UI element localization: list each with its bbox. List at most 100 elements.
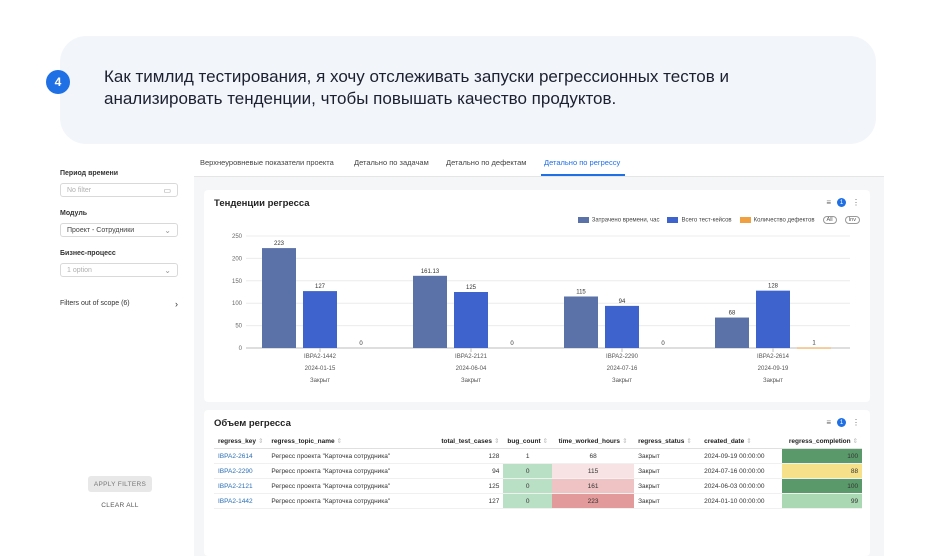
filter-count-badge: 1: [837, 418, 846, 427]
completion-cell: 100: [782, 478, 863, 494]
period-label: Период времени: [60, 170, 119, 177]
table-row: IBPA2-1442 Регресс проекта "Карточка сотр…: [214, 493, 863, 509]
x-status-label: Закрыт: [763, 378, 783, 384]
data-label: 223: [274, 241, 285, 247]
chart-tools: ≡ 1 ⋮: [826, 198, 860, 207]
col-header[interactable]: total_test_cases ⇕: [435, 434, 504, 449]
legend-item[interactable]: Затрачено времени, час: [577, 216, 660, 224]
created-cell: 2024-01-10 00:00:00: [700, 493, 783, 509]
legend-swatch: [739, 216, 751, 223]
data-label: 115: [576, 289, 586, 295]
out-of-scope-label: Filters out of scope (6): [60, 300, 130, 307]
data-label: 94: [619, 299, 626, 305]
table-title: Объем регресса: [214, 418, 291, 429]
legend-item[interactable]: Количество дефектов: [739, 216, 815, 223]
filters-out-of-scope[interactable]: Filters out of scope (6) ›: [60, 299, 178, 309]
legend-swatch: [577, 216, 589, 223]
col-header[interactable]: regress_key ⇕: [214, 434, 268, 449]
table-tools: ≡ 1 ⋮: [826, 418, 860, 427]
topic-cell: Регресс проекта "Карточка сотрудника": [267, 478, 436, 494]
col-header[interactable]: regress_completion ⇕: [782, 434, 863, 449]
apply-filters-button[interactable]: APPLY FILTERS: [88, 476, 152, 492]
bar: [564, 296, 598, 348]
table-row: IBPA2-2121 Регресс проекта "Карточка сотр…: [214, 478, 863, 494]
bar: [715, 317, 749, 348]
x-date-label: 2024-07-16: [607, 366, 638, 372]
status-cell: Закрыт: [634, 478, 701, 494]
hours-cell: 223: [552, 493, 635, 509]
created-cell: 2024-06-03 00:00:00: [700, 478, 783, 494]
bug-count-cell: 0: [503, 463, 553, 479]
data-label: 0: [661, 341, 665, 347]
created-cell: 2024-07-16 00:00:00: [700, 463, 783, 479]
more-menu-icon[interactable]: ⋮: [852, 198, 860, 207]
regress-key-link[interactable]: IBPA2-2121: [214, 478, 268, 494]
table-row: IBPA2-2614 Регресс проекта "Карточка сотр…: [214, 448, 863, 464]
data-label: 1: [812, 341, 816, 347]
hours-cell: 68: [552, 448, 635, 464]
process-placeholder: 1 option: [67, 266, 92, 274]
x-tick-label: IBPA2-1442: [304, 354, 337, 360]
regress-key-link[interactable]: IBPA2-1442: [214, 493, 268, 509]
process-label: Бизнес-процесс: [60, 250, 116, 257]
bar: [454, 292, 488, 348]
col-header[interactable]: created_date ⇕: [700, 434, 783, 449]
bar: [303, 291, 337, 348]
x-tick-label: IBPA2-2121: [455, 354, 488, 360]
tab-defects[interactable]: Детально по дефектам: [446, 158, 527, 167]
x-status-label: Закрыт: [612, 378, 632, 384]
active-tab-indicator: [541, 174, 625, 176]
completion-cell: 88: [782, 463, 863, 479]
y-tick-label: 50: [235, 324, 242, 330]
tab-overview[interactable]: Верхнеуровневые показатели проекта: [200, 158, 334, 167]
x-tick-label: IBPA2-2614: [757, 354, 790, 360]
bug-count-cell: 1: [503, 448, 553, 464]
clear-all-button[interactable]: CLEAR ALL: [101, 502, 139, 509]
table-header-row: regress_key ⇕ regress_topic_name ⇕ total_t…: [214, 434, 863, 449]
bar: [605, 305, 639, 348]
legend-invert-toggle[interactable]: Inv: [844, 216, 860, 224]
regress-key-link[interactable]: IBPA2-2290: [214, 463, 268, 479]
y-tick-label: 100: [232, 301, 243, 307]
regress-key-link[interactable]: IBPA2-2614: [214, 448, 268, 464]
y-tick-label: 0: [239, 346, 243, 352]
story-number-badge: 4: [46, 70, 70, 94]
topic-cell: Регресс проекта "Карточка сотрудника": [267, 448, 436, 464]
x-date-label: 2024-09-19: [758, 366, 789, 372]
bar: [797, 347, 831, 349]
data-label: 127: [315, 284, 326, 290]
tab-regress[interactable]: Детально по регрессу: [544, 158, 621, 167]
more-menu-icon[interactable]: ⋮: [852, 418, 860, 427]
legend-label: Затрачено времени, час: [591, 217, 660, 224]
legend-item[interactable]: Всего тест-кейсов: [667, 216, 732, 224]
legend-swatch: [667, 216, 679, 223]
y-tick-label: 250: [232, 234, 243, 240]
bug-count-cell: 0: [503, 493, 553, 509]
col-header[interactable]: time_worked_hours ⇕: [552, 434, 635, 449]
col-header[interactable]: regress_topic_name ⇕: [267, 434, 436, 449]
col-header[interactable]: regress_status ⇕: [634, 434, 701, 449]
x-tick-label: IBPA2-2290: [606, 354, 639, 360]
legend-all-toggle[interactable]: All: [822, 216, 837, 224]
created-cell: 2024-09-19 00:00:00: [700, 448, 783, 464]
legend-label: Всего тест-кейсов: [681, 217, 732, 224]
data-label: 0: [510, 341, 514, 347]
tab-tasks[interactable]: Детально по задачам: [354, 158, 429, 167]
col-header[interactable]: bug_count ⇕: [503, 434, 553, 449]
calendar-icon: ▭: [163, 186, 171, 195]
data-label: 0: [359, 341, 363, 347]
module-select[interactable]: Проект - Сотрудники ⌄: [60, 223, 178, 237]
process-select[interactable]: 1 option ⌄: [60, 263, 178, 277]
filter-icon[interactable]: ≡: [826, 198, 831, 207]
status-cell: Закрыт: [634, 493, 701, 509]
module-label: Модуль: [60, 210, 88, 217]
period-filter[interactable]: No filter ▭: [60, 183, 178, 197]
cases-cell: 127: [435, 493, 504, 509]
status-cell: Закрыт: [634, 448, 701, 464]
chart-legend: Затрачено времени, час Всего тест-кейсов К…: [577, 216, 860, 224]
regress-trend-panel: Тенденции регресса ≡ 1 ⋮ Затрачено време…: [204, 190, 870, 402]
x-date-label: 2024-01-15: [305, 366, 336, 372]
data-label: 68: [729, 311, 736, 317]
filter-icon[interactable]: ≡: [826, 418, 831, 427]
chevron-right-icon: ›: [175, 299, 178, 309]
